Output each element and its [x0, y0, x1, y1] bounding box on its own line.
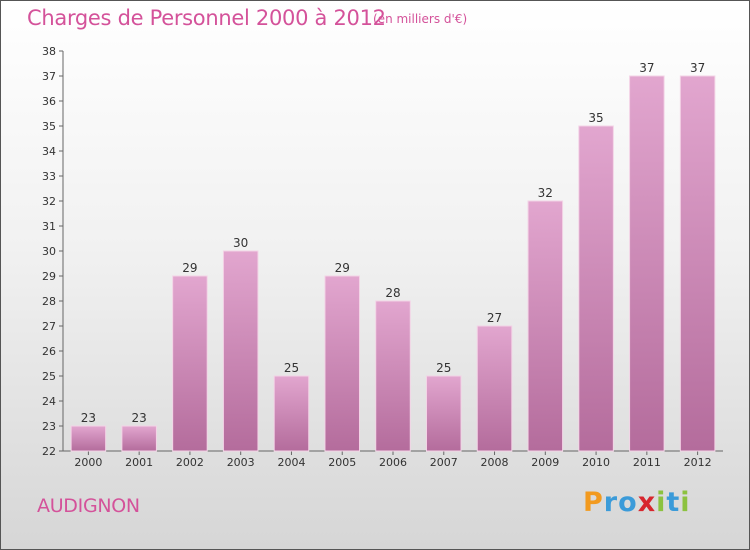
logo-letter: P [583, 487, 604, 518]
bar [578, 125, 614, 452]
y-tick-label: 26 [42, 345, 56, 358]
y-tick-label: 25 [42, 370, 56, 383]
commune-name: AUDIGNON [37, 495, 140, 517]
bar [70, 425, 107, 452]
logo-letter: t [666, 487, 681, 518]
y-tick-label: 31 [42, 220, 56, 233]
x-tick-label: 2001 [125, 456, 153, 469]
logo-letter: i [656, 487, 667, 518]
x-tick-label: 2009 [531, 456, 559, 469]
logo-letter: o [618, 487, 638, 518]
logo-letter: r [603, 487, 619, 518]
bar-value-label: 37 [690, 61, 705, 75]
logo-letter: i [680, 487, 691, 518]
bar-value-label: 29 [335, 261, 350, 275]
x-tick-label: 2003 [227, 456, 255, 469]
bar-value-label: 23 [132, 411, 147, 425]
y-tick-label: 28 [42, 295, 56, 308]
bar-value-label: 23 [81, 411, 96, 425]
bar [222, 250, 259, 452]
bar-value-label: 29 [182, 261, 197, 275]
bar [273, 375, 310, 452]
bar [121, 425, 157, 452]
bar-value-label: 25 [436, 361, 451, 375]
bar-value-label: 28 [385, 286, 400, 300]
y-tick-label: 34 [42, 145, 56, 158]
bar [629, 75, 665, 452]
chart-title: Charges de Personnel 2000 à 2012 [27, 6, 386, 30]
x-tick-label: 2008 [481, 456, 509, 469]
y-tick-label: 30 [42, 245, 56, 258]
bar [172, 275, 208, 452]
proxiti-logo[interactable]: Proxiti [583, 487, 691, 518]
y-tick-label: 36 [42, 95, 56, 108]
y-tick-label: 23 [42, 420, 56, 433]
y-tick-label: 27 [42, 320, 56, 333]
x-tick-label: 2004 [277, 456, 305, 469]
x-tick-label: 2010 [582, 456, 610, 469]
y-tick-label: 22 [42, 445, 56, 458]
y-tick-label: 24 [42, 395, 56, 408]
x-tick-label: 2007 [430, 456, 458, 469]
logo-letter: x [637, 487, 657, 518]
bar-value-label: 32 [538, 186, 553, 200]
y-tick-label: 33 [42, 170, 56, 183]
bar-value-label: 27 [487, 311, 502, 325]
bar [679, 75, 716, 452]
x-tick-label: 2002 [176, 456, 204, 469]
y-tick-label: 29 [42, 270, 56, 283]
x-tick-label: 2006 [379, 456, 407, 469]
y-tick-label: 38 [42, 45, 56, 58]
x-tick-label: 2012 [684, 456, 712, 469]
chart-subtitle: (en milliers d'€) [373, 12, 468, 26]
x-tick-label: 2011 [633, 456, 661, 469]
bar-value-label: 30 [233, 236, 248, 250]
bar-value-label: 37 [639, 61, 654, 75]
bar [527, 200, 564, 452]
y-tick-label: 35 [42, 120, 56, 133]
bar [375, 300, 411, 452]
bar [324, 275, 360, 452]
bar-value-label: 35 [588, 111, 603, 125]
bar [476, 325, 513, 452]
bar-value-label: 25 [284, 361, 299, 375]
y-tick-label: 37 [42, 70, 56, 83]
y-tick-label: 32 [42, 195, 56, 208]
x-tick-label: 2005 [328, 456, 356, 469]
x-tick-label: 2000 [74, 456, 102, 469]
bar [426, 375, 462, 452]
